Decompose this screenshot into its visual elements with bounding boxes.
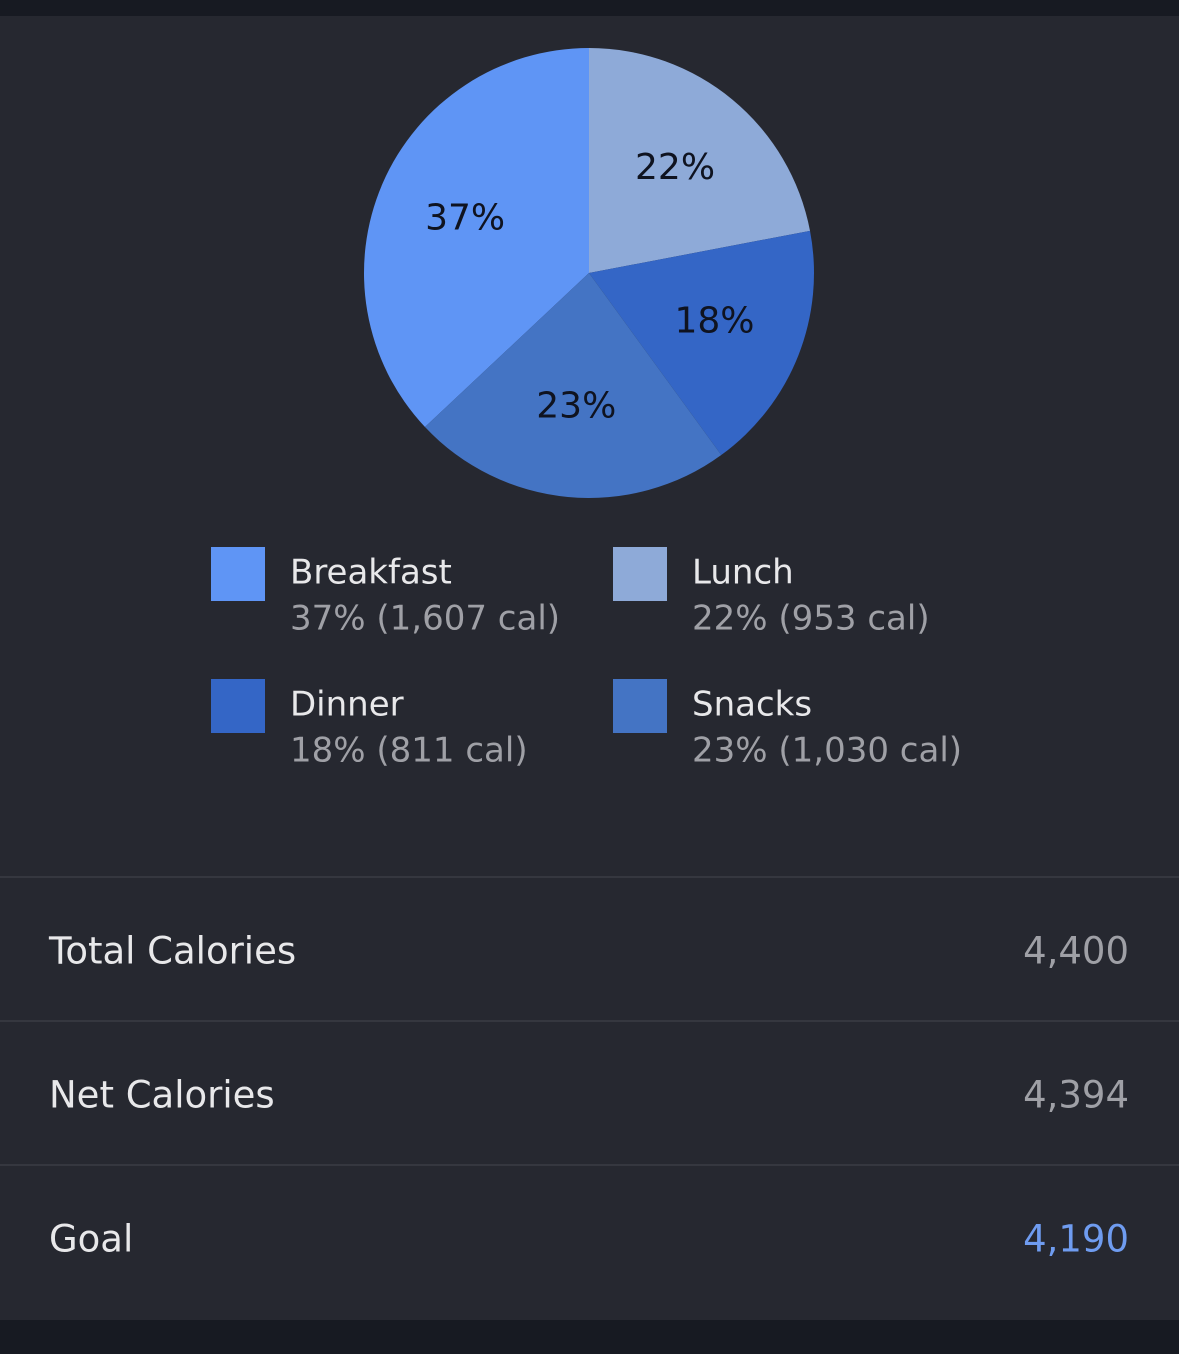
row-label: Goal	[49, 1218, 133, 1261]
legend-name: Breakfast	[290, 553, 452, 593]
slice-label: 18%	[675, 301, 755, 342]
slice-label: 37%	[425, 197, 505, 238]
legend-name: Snacks	[692, 685, 812, 725]
legend-name: Dinner	[290, 685, 404, 725]
legend-name: Lunch	[692, 553, 794, 593]
pie-slice	[424, 273, 722, 499]
legend-swatch	[613, 679, 667, 733]
legend-swatch	[211, 679, 265, 733]
slice-label: 22%	[635, 147, 715, 188]
row-value: 4,394	[1023, 1074, 1129, 1117]
legend-detail: 18% (811 cal)	[290, 731, 528, 771]
pie-slice	[364, 48, 589, 428]
slice-label: 23%	[536, 385, 616, 426]
legend-detail: 37% (1,607 cal)	[290, 599, 560, 639]
pie-slice	[589, 48, 811, 273]
row-label: Total Calories	[48, 930, 296, 973]
legend-detail: 23% (1,030 cal)	[692, 731, 962, 771]
pie-slice	[589, 230, 815, 456]
legend-detail: 22% (953 cal)	[692, 599, 930, 639]
legend-swatch	[613, 547, 667, 601]
row-value: 4,190	[1023, 1218, 1129, 1261]
row-label: Net Calories	[49, 1074, 275, 1117]
row-value: 4,400	[1023, 930, 1129, 973]
legend-swatch	[211, 547, 265, 601]
